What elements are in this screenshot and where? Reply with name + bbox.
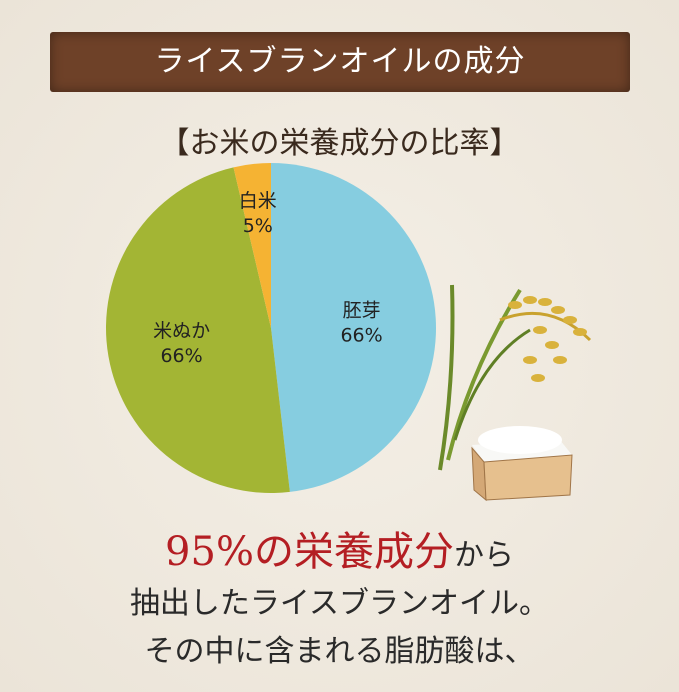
pie-slice [106,167,290,493]
pie-slice [271,163,436,492]
text-line: 95%の栄養成分から [0,528,679,580]
slice-value-label: 5% [243,215,273,237]
bottom-text: 95%の栄養成分から 抽出したライスブランオイル。 その中に含まれる脂肪酸は、 [0,528,679,676]
pie-slice [233,163,271,328]
slice-label: 米ぬか [153,320,210,342]
text-line: 抽出したライスブランオイル。 [129,586,550,621]
slice-label: 胚芽 [343,299,381,321]
chart-subtitle: 【お米の栄養成分の比率】 [159,126,520,161]
banner-title: ライスブランオイルの成分 [50,32,630,92]
slice-value-label: 66% [160,345,202,367]
rice-illustration [438,284,592,502]
highlight-text: 95%の栄養成分 [165,529,454,575]
text: から [453,538,514,573]
text-line: その中に含まれる脂肪酸は、 [144,634,535,669]
slice-value-label: 66% [340,324,382,346]
slice-label: 白米 [239,190,277,212]
